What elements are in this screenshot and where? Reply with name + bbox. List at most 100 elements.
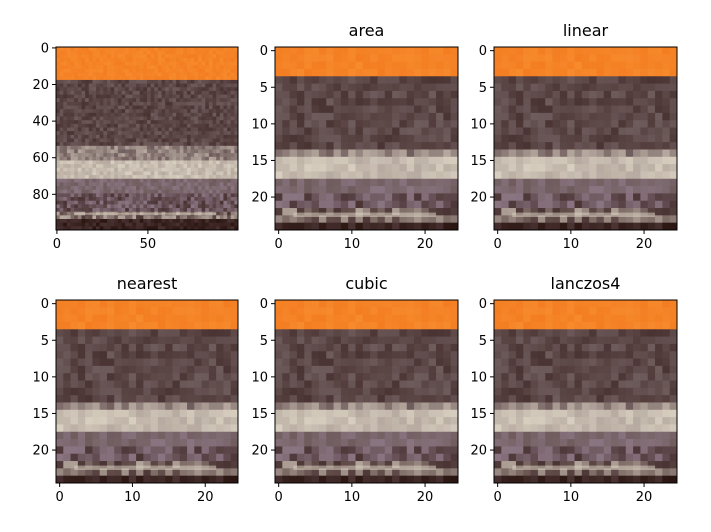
pixel-cell xyxy=(100,322,108,330)
pixel-cell xyxy=(282,113,290,121)
pixel-cell xyxy=(169,69,173,73)
pixel-cell xyxy=(107,223,111,227)
pixel-cell xyxy=(334,446,342,454)
pixel-cell xyxy=(414,388,422,396)
pixel-cell xyxy=(202,76,206,80)
pixel-cell xyxy=(89,84,93,88)
pixel-cell xyxy=(385,424,393,432)
pixel-cell xyxy=(275,62,283,70)
pixel-cell xyxy=(407,157,415,165)
pixel-cell xyxy=(501,91,509,99)
pixel-cell xyxy=(399,410,407,418)
pixel-cell xyxy=(223,215,227,219)
pixel-cell xyxy=(392,432,400,440)
pixel-cell xyxy=(60,135,64,139)
pixel-cell xyxy=(429,164,437,172)
pixel-cell xyxy=(143,84,147,88)
pixel-cell xyxy=(132,128,136,132)
pixel-cell xyxy=(304,223,312,231)
pixel-cell xyxy=(209,153,213,157)
pixel-cell xyxy=(223,58,227,62)
pixel-cell xyxy=(172,417,180,425)
pixel-cell xyxy=(151,73,155,77)
pixel-cell xyxy=(122,106,126,110)
pixel-cell xyxy=(575,91,583,99)
pixel-cell xyxy=(140,69,144,73)
pixel-cell xyxy=(589,62,597,70)
pixel-cell xyxy=(81,182,85,186)
pixel-cell xyxy=(312,381,320,389)
pixel-cell xyxy=(56,417,64,425)
pixel-cell xyxy=(334,120,342,128)
pixel-cell xyxy=(220,69,224,73)
pixel-cell xyxy=(429,329,437,337)
pixel-cell xyxy=(125,168,129,172)
pixel-cell xyxy=(202,322,210,330)
pixel-cell xyxy=(392,446,400,454)
pixel-cell xyxy=(136,164,140,168)
pixel-cell xyxy=(421,157,429,165)
pixel-cell xyxy=(319,307,327,315)
pixel-cell xyxy=(209,157,213,161)
pixel-cell xyxy=(114,417,122,425)
pixel-cell xyxy=(348,454,356,462)
pixel-cell xyxy=(231,160,235,164)
pixel-cell xyxy=(107,300,115,308)
pixel-cell xyxy=(494,98,502,106)
pixel-cell xyxy=(429,446,437,454)
pixel-cell xyxy=(282,315,290,323)
pixel-cell xyxy=(176,190,180,194)
pixel-cell xyxy=(85,366,93,374)
pixel-cell xyxy=(162,95,166,99)
pixel-cell xyxy=(202,179,206,183)
pixel-cell xyxy=(223,190,227,194)
pixel-cell xyxy=(282,91,290,99)
pixel-cell xyxy=(114,182,118,186)
pixel-cell xyxy=(165,109,169,113)
pixel-cell xyxy=(56,219,60,223)
pixel-cell xyxy=(407,186,415,194)
pixel-cell xyxy=(183,95,187,99)
pixel-cell xyxy=(443,215,451,223)
pixel-cell xyxy=(143,146,147,150)
pixel-cell xyxy=(96,179,100,183)
pixel-cell xyxy=(92,131,96,135)
pixel-cell xyxy=(589,135,597,143)
pixel-cell xyxy=(67,76,71,80)
pixel-cell xyxy=(312,54,320,62)
pixel-cell xyxy=(648,149,656,157)
pixel-cell xyxy=(589,120,597,128)
pixel-cell xyxy=(451,47,459,55)
pixel-cell xyxy=(205,135,209,139)
pixel-cell xyxy=(399,62,407,70)
pixel-cell xyxy=(223,51,227,55)
pixel-cell xyxy=(414,106,422,114)
pixel-cell xyxy=(443,69,451,77)
pixel-cell xyxy=(187,337,195,345)
pixel-cell xyxy=(100,47,104,51)
pixel-cell xyxy=(136,149,140,153)
pixel-cell xyxy=(154,91,158,95)
pixel-cell xyxy=(107,329,115,337)
pixel-cell xyxy=(545,223,553,231)
pixel-cell xyxy=(176,124,180,128)
pixel-cell xyxy=(399,128,407,136)
pixel-cell xyxy=(494,84,502,92)
pixel-cell xyxy=(231,322,239,330)
pixel-cell xyxy=(421,300,429,308)
pixel-cell xyxy=(60,190,64,194)
pixel-cell xyxy=(176,102,180,106)
pixel-cell xyxy=(223,432,231,440)
pixel-cell xyxy=(114,359,122,367)
pixel-cell xyxy=(377,135,385,143)
pixel-cell xyxy=(158,215,162,219)
pixel-cell xyxy=(341,373,349,381)
pixel-cell xyxy=(118,168,122,172)
pixel-cell xyxy=(118,223,122,227)
pixel-cell xyxy=(575,69,583,77)
pixel-cell xyxy=(560,62,568,70)
pixel-cell xyxy=(436,84,444,92)
pixel-cell xyxy=(89,76,93,80)
pixel-cell xyxy=(220,164,224,168)
pixel-cell xyxy=(165,102,169,106)
